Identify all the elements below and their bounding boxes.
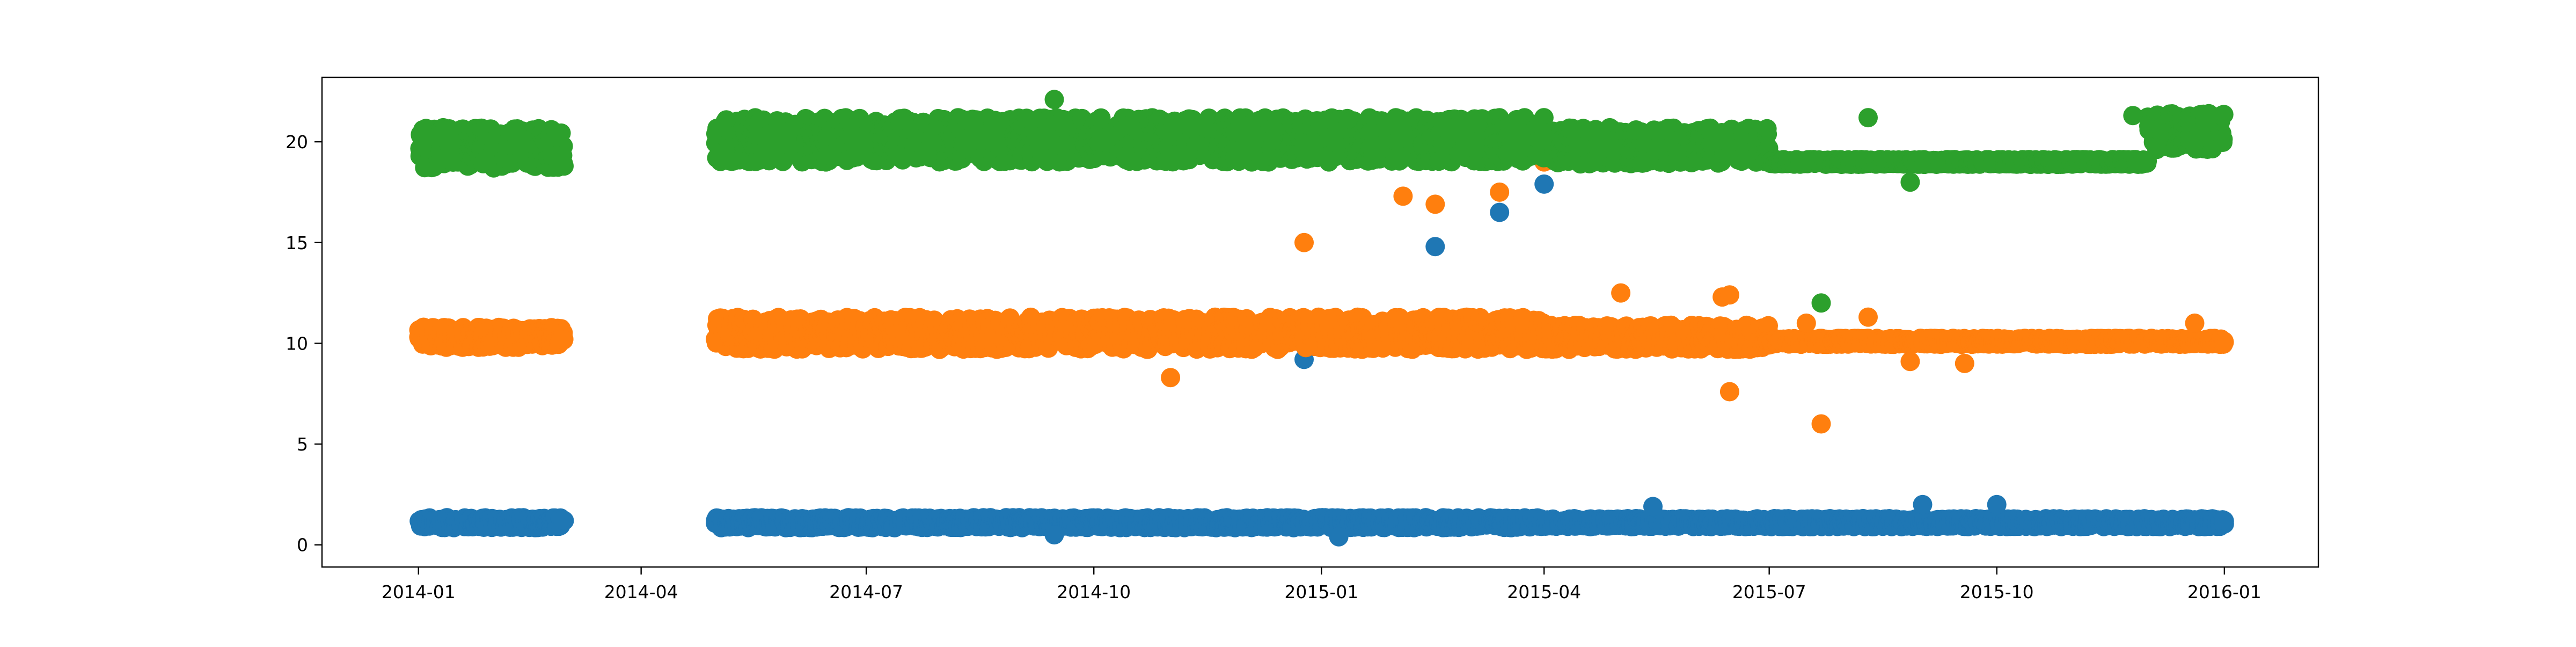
series-1 <box>409 174 2234 547</box>
data-point <box>553 510 573 530</box>
outlier-point <box>1044 525 1064 544</box>
outlier-point <box>1490 202 1510 222</box>
outlier-point <box>1425 237 1445 257</box>
data-point <box>554 330 574 350</box>
outlier-point <box>1643 497 1663 517</box>
outlier-point <box>1913 495 1933 514</box>
series-layer <box>409 90 2234 547</box>
outlier-point <box>1329 527 1349 547</box>
data-point <box>2214 511 2234 530</box>
outlier-point <box>1534 174 1554 194</box>
outlier-point <box>1987 495 2007 514</box>
